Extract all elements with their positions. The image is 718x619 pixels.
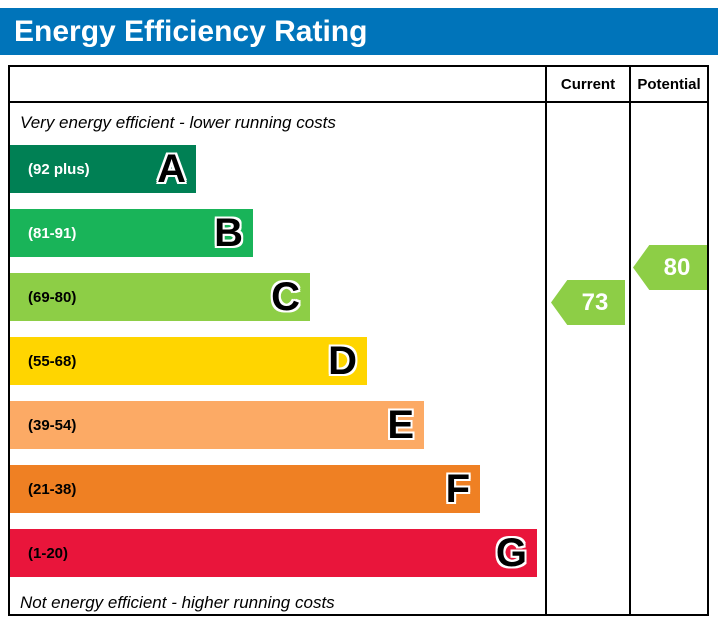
- potential-column-header: Potential: [629, 67, 707, 103]
- band-a-letter: A: [157, 147, 186, 191]
- band-e: (39-54) E: [10, 401, 424, 449]
- band-e-letter: E: [387, 403, 414, 447]
- band-b: (81-91) B: [10, 209, 253, 257]
- bottom-note: Not energy efficient - higher running co…: [20, 593, 335, 612]
- band-b-range-label: (81-91): [28, 224, 77, 242]
- band-b-letter: B: [214, 211, 243, 255]
- band-d-letter: D: [328, 339, 357, 383]
- band-f-letter: F: [445, 467, 470, 511]
- potential-rating-arrow: 80: [633, 245, 707, 290]
- band-g-letter: G: [495, 531, 527, 575]
- top-note: Very energy efficient - lower running co…: [20, 113, 336, 132]
- current-rating-arrow: 73: [551, 280, 625, 325]
- rating-bands: (92 plus) A (81-91) B (69-80) C (55-68) …: [10, 145, 545, 577]
- band-d-range-label: (55-68): [28, 352, 77, 370]
- band-e-range-label: (39-54): [28, 416, 77, 434]
- potential-column: 80: [629, 103, 707, 614]
- band-d: (55-68) D: [10, 337, 367, 385]
- band-c-letter: C: [271, 275, 300, 319]
- band-c-range-label: (69-80): [28, 288, 77, 306]
- page-title-bar: Energy Efficiency Rating: [0, 8, 718, 55]
- current-rating-value: 73: [581, 288, 609, 316]
- band-g: (1-20) G: [10, 529, 537, 577]
- potential-rating-value: 80: [663, 253, 691, 281]
- energy-rating-chart: Current Potential Very energy efficient …: [8, 65, 709, 616]
- bands-column: Very energy efficient - lower running co…: [10, 103, 545, 614]
- band-g-range-label: (1-20): [28, 544, 69, 562]
- current-column: 73: [545, 103, 629, 614]
- band-f: (21-38) F: [10, 465, 480, 513]
- band-a: (92 plus) A: [10, 145, 196, 193]
- band-c: (69-80) C: [10, 273, 310, 321]
- current-column-header: Current: [545, 67, 629, 103]
- page-title: Energy Efficiency Rating: [14, 14, 368, 48]
- band-f-range-label: (21-38): [28, 480, 77, 498]
- band-column-header: [10, 67, 545, 103]
- band-a-range-label: (92 plus): [28, 160, 90, 178]
